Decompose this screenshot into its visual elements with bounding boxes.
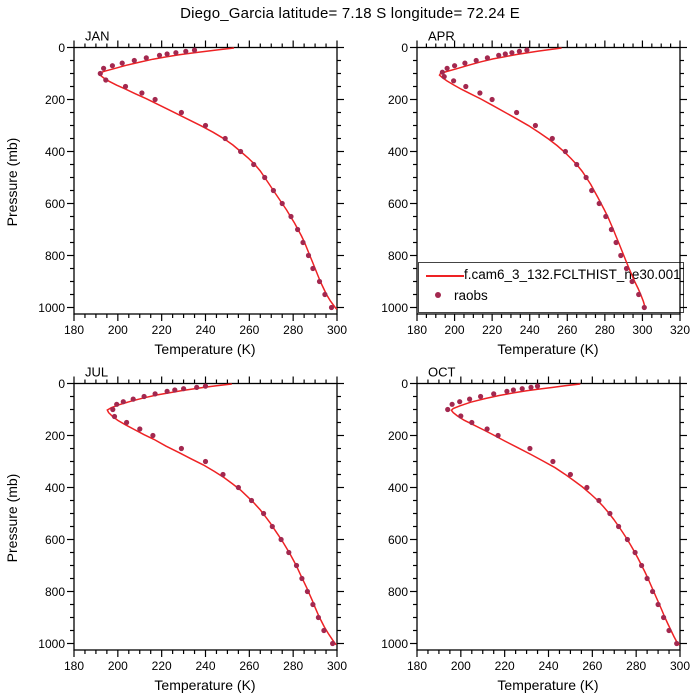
x-tick-label: 320 <box>670 323 690 337</box>
x-tick-label: 220 <box>482 323 502 337</box>
y-tick-label: 1000 <box>381 301 408 315</box>
y-tick-label: 400 <box>45 481 65 495</box>
y-tick-label: 800 <box>388 249 408 263</box>
x-axis-title-jul: Temperature (K) <box>154 677 256 693</box>
y-tick-label: 600 <box>388 197 408 211</box>
x-tick-label: 300 <box>632 323 652 337</box>
plot-frame-jan <box>73 46 338 315</box>
y-tick-label: 200 <box>45 429 65 443</box>
panel-title-jan: JAN <box>85 29 110 44</box>
legend-line-swatch <box>426 275 464 277</box>
x-tick-label: 180 <box>64 323 84 337</box>
y-tick-label: 0 <box>58 377 65 391</box>
x-tick-label: 180 <box>407 659 427 673</box>
panel-oct: 180 200 220 240 260 280 300 0 200 400 600 800 1000 OC… <box>381 365 690 674</box>
y-tick-label: 800 <box>45 249 65 263</box>
plot-frame-jul <box>73 382 338 651</box>
raobs-dots-oct <box>445 383 680 647</box>
x-tick-label: 260 <box>239 659 259 673</box>
y-tick-label: 1000 <box>38 637 65 651</box>
y-tick-label: 0 <box>58 41 65 55</box>
figure-title: Diego_Garcia latitude= 7.18 S longitude=… <box>180 5 520 22</box>
plot-frame-apr <box>416 46 681 315</box>
y-tick-label: 600 <box>388 533 408 547</box>
y-tick-label: 0 <box>401 41 408 55</box>
x-tick-label: 200 <box>451 659 471 673</box>
raobs-dots-jul <box>110 383 336 647</box>
y-tick-label: 200 <box>388 93 408 107</box>
x-tick-label: 240 <box>538 659 558 673</box>
x-tick-label: 180 <box>64 659 84 673</box>
x-tick-label: 240 <box>195 659 215 673</box>
panel-jul: 180 200 220 240 260 280 300 0 200 400 600 800 1000 JU… <box>38 365 347 674</box>
x-tick-label: 260 <box>239 323 259 337</box>
x-tick-label: 280 <box>283 323 303 337</box>
x-axis-title-jan: Temperature (K) <box>154 341 256 357</box>
x-axis-title-apr: Temperature (K) <box>497 341 599 357</box>
raobs-dots-jan <box>97 47 335 311</box>
x-tick-label: 260 <box>582 659 602 673</box>
panel-title-oct: OCT <box>428 365 456 380</box>
y-tick-label: 1000 <box>38 301 65 315</box>
y-tick-label: 400 <box>388 145 408 159</box>
x-tick-label: 280 <box>595 323 615 337</box>
y-tick-label: 600 <box>45 533 65 547</box>
panel-title-apr: APR <box>428 29 455 44</box>
x-tick-label: 220 <box>152 323 172 337</box>
model-line-jan <box>98 47 338 310</box>
y-tick-label: 400 <box>45 145 65 159</box>
model-line-apr <box>438 47 647 310</box>
x-tick-label: 240 <box>195 323 215 337</box>
x-tick-label: 200 <box>445 323 465 337</box>
y-tick-label: 1000 <box>381 637 408 651</box>
x-tick-label: 280 <box>626 659 646 673</box>
x-tick-label: 240 <box>520 323 540 337</box>
panel-apr: 180 200 220 240 260 280 300 320 0 200 400 600 800 100… <box>381 29 690 338</box>
x-tick-label: 220 <box>152 659 172 673</box>
y-tick-label: 200 <box>388 429 408 443</box>
x-tick-label: 180 <box>407 323 427 337</box>
x-tick-label: 300 <box>670 659 690 673</box>
panel-jan: 180 200 220 240 260 280 300 0 200 400 600 800 1000 JA… <box>38 29 347 338</box>
legend-label-raobs: raobs <box>454 288 488 303</box>
x-tick-label: 200 <box>108 323 128 337</box>
panel-title-jul: JUL <box>85 365 108 380</box>
x-tick-label: 260 <box>557 323 577 337</box>
y-tick-label: 400 <box>388 481 408 495</box>
model-line-oct <box>450 383 681 646</box>
x-tick-label: 300 <box>327 659 347 673</box>
x-tick-label: 200 <box>108 659 128 673</box>
model-line-jul <box>106 383 337 646</box>
y-tick-label: 0 <box>401 377 408 391</box>
legend-dot-swatch <box>435 292 441 298</box>
x-tick-label: 280 <box>283 659 303 673</box>
y-tick-label: 200 <box>45 93 65 107</box>
y-tick-label: 800 <box>45 585 65 599</box>
y-tick-label: 600 <box>45 197 65 211</box>
x-tick-label: 220 <box>495 659 515 673</box>
x-axis-title-oct: Temperature (K) <box>497 677 599 693</box>
raobs-dots-apr <box>439 47 647 311</box>
x-tick-label: 300 <box>327 323 347 337</box>
y-tick-label: 800 <box>388 585 408 599</box>
plot-frame-oct <box>416 382 681 651</box>
